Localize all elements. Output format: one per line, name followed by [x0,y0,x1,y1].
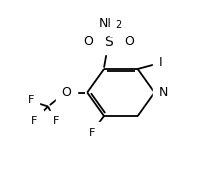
Text: O: O [124,35,134,48]
Text: F: F [28,95,34,105]
Text: I: I [158,56,162,69]
Text: NH: NH [99,17,118,30]
Text: O: O [62,86,72,99]
Text: F: F [53,116,59,126]
Text: F: F [88,128,95,138]
Text: O: O [83,35,93,48]
Text: 2: 2 [115,20,122,30]
Text: N: N [158,86,168,99]
Text: S: S [104,35,113,49]
Text: F: F [31,116,37,125]
